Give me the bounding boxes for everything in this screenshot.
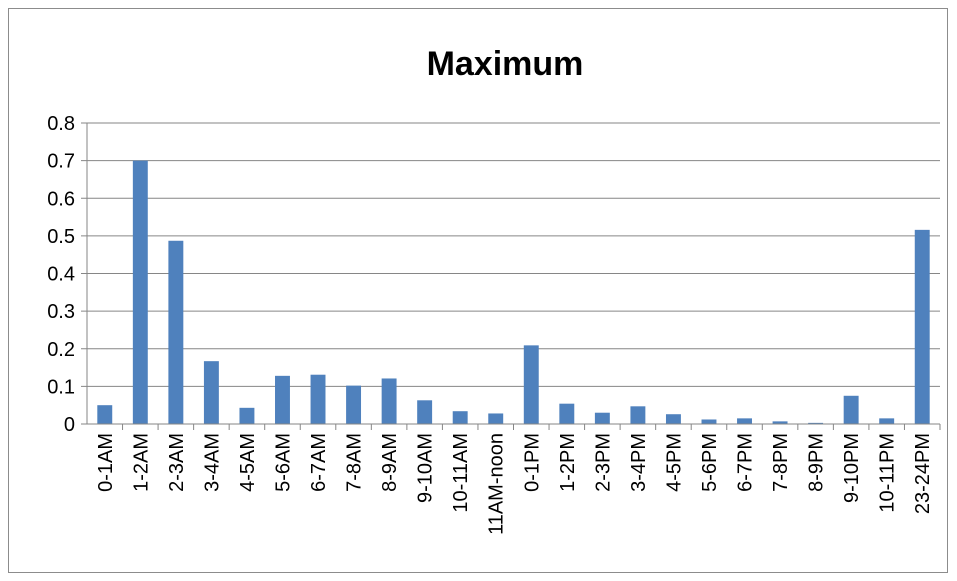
bar [417, 400, 433, 424]
bar [630, 406, 646, 424]
bar [488, 413, 504, 424]
bar [772, 421, 788, 424]
x-tick-label: 0-1AM [95, 433, 117, 492]
bar [346, 385, 362, 424]
x-tick-label: 11AM-noon [486, 433, 508, 535]
x-tick-label: 6-7AM [308, 433, 330, 492]
chart-frame: Maximum 0 0.1 0.2 0.3 0.4 0.5 0.6 0.7 0.8 0-1AM 1… [8, 8, 948, 573]
x-tick-label: 6-7PM [735, 433, 757, 492]
x-tick-label: 4-5AM [237, 433, 259, 492]
x-tick-label: 10-11PM [877, 433, 899, 513]
y-tick-label: 0.5 [47, 226, 75, 248]
x-tick-label: 1-2PM [557, 433, 579, 492]
x-tick-label: 7-8PM [770, 433, 792, 492]
bar [808, 422, 824, 424]
bar [523, 345, 539, 424]
x-tick-label: 8-9PM [806, 433, 828, 492]
y-tick-label: 0.7 [47, 151, 75, 173]
x-tick-label: 3-4AM [201, 433, 223, 492]
y-tick-label: 0.3 [47, 301, 75, 323]
x-tick-label: 9-10PM [841, 433, 863, 503]
bar [452, 411, 468, 424]
y-tick-label: 0.1 [47, 376, 75, 398]
x-tick-label: 3-4PM [628, 433, 650, 492]
bar [310, 374, 326, 424]
bar [381, 378, 397, 424]
x-tick-label: 2-3AM [166, 433, 188, 492]
x-tick-label: 8-9AM [379, 433, 401, 492]
y-tick-label: 0.8 [47, 113, 75, 135]
chart-title: Maximum [427, 45, 584, 83]
bar [132, 160, 148, 424]
bar [665, 414, 681, 424]
bar [203, 361, 219, 424]
x-tick-label: 4-5PM [663, 433, 685, 492]
bar [239, 407, 255, 424]
x-tick-label: 1-2AM [130, 433, 152, 492]
bar [701, 419, 717, 424]
bar-chart: Maximum 0 0.1 0.2 0.3 0.4 0.5 0.6 0.7 0.8 0-1AM 1… [47, 45, 941, 535]
bar [737, 418, 752, 424]
bar [879, 418, 895, 424]
bar [275, 375, 290, 424]
y-tick-label: 0 [64, 414, 75, 436]
x-tick-label: 5-6PM [699, 433, 721, 492]
y-tick-label: 0.2 [47, 339, 75, 361]
x-tick-label: 23-24PM [912, 433, 934, 514]
bar [168, 240, 184, 424]
x-tick-label: 5-6AM [272, 433, 294, 492]
x-tick-label: 0-1PM [521, 433, 543, 492]
bar [914, 229, 930, 424]
x-tick-label: 2-3PM [592, 433, 614, 492]
bar [559, 403, 575, 424]
bar [843, 395, 859, 424]
x-tick-label: 9-10AM [415, 433, 437, 503]
x-tick-label: 7-8AM [344, 433, 366, 492]
bar [97, 405, 113, 424]
y-tick-label: 0.4 [47, 264, 75, 286]
y-tick-label: 0.6 [47, 188, 75, 210]
x-tick-label: 10-11AM [450, 433, 472, 513]
bar [594, 412, 610, 424]
